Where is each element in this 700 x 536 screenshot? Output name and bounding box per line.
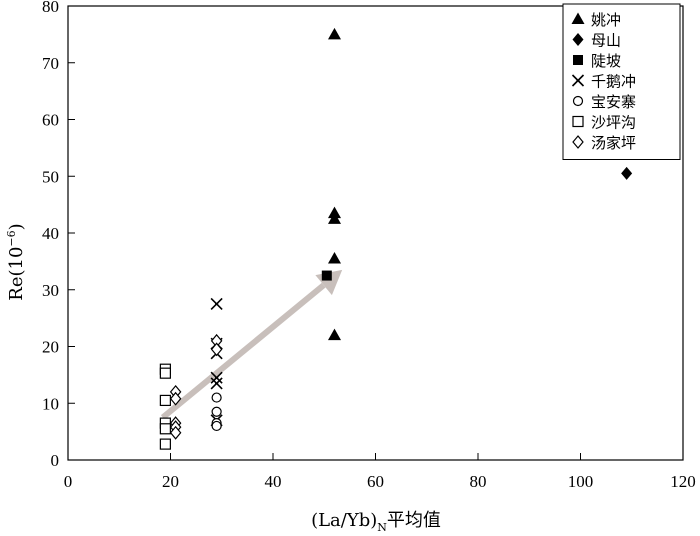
x-tick-label: 60 bbox=[367, 472, 384, 491]
data-point bbox=[169, 391, 182, 406]
legend-marker bbox=[572, 33, 584, 46]
data-point bbox=[211, 420, 222, 432]
x-tick-label: 20 bbox=[162, 472, 179, 491]
legend-label: 沙坪沟 bbox=[591, 114, 636, 132]
y-tick-label: 80 bbox=[42, 0, 59, 16]
legend-label: 千鹅冲 bbox=[591, 73, 636, 91]
legend-marker bbox=[572, 115, 584, 128]
legend-box bbox=[562, 3, 681, 160]
data-point bbox=[621, 166, 633, 180]
y-tick-label: 60 bbox=[42, 111, 59, 130]
y-tick-label: 0 bbox=[51, 451, 60, 470]
x-tick-label: 120 bbox=[670, 472, 696, 491]
data-point bbox=[210, 371, 223, 384]
legend-marker bbox=[572, 135, 584, 149]
data-point bbox=[211, 406, 222, 417]
y-tick-label: 30 bbox=[42, 281, 59, 300]
data-point bbox=[159, 423, 171, 435]
data-point bbox=[159, 367, 171, 379]
x-tick-label: 100 bbox=[568, 472, 594, 491]
y-tick-label: 50 bbox=[42, 167, 59, 186]
y-axis-title: Re(10−6) bbox=[5, 223, 27, 300]
legend-marker bbox=[571, 74, 585, 87]
data-point bbox=[328, 252, 341, 264]
x-axis-title: (La/Yb)N平均值 bbox=[311, 510, 441, 534]
legend-marker bbox=[573, 55, 583, 65]
legend-label: 汤家坪 bbox=[591, 134, 636, 152]
data-point bbox=[169, 425, 182, 440]
legend-label: 姚冲 bbox=[591, 11, 621, 29]
legend-label: 母山 bbox=[591, 32, 621, 50]
data-point bbox=[328, 328, 341, 341]
data-point bbox=[159, 394, 171, 407]
y-tick-label: 20 bbox=[42, 338, 59, 357]
legend-label: 陡坡 bbox=[591, 52, 621, 70]
y-tick-label: 10 bbox=[42, 394, 59, 413]
data-point bbox=[321, 270, 332, 281]
trend-arrow-layer bbox=[160, 269, 343, 420]
y-tick-label: 40 bbox=[42, 224, 59, 243]
y-tick-label: 70 bbox=[42, 54, 59, 73]
x-tick-label: 40 bbox=[265, 472, 282, 491]
x-tick-label: 0 bbox=[64, 472, 73, 491]
axis-ticks-layer: 0 20 40 60 80 100 120 0 10 20 30 40 50 60 70 80 bbox=[42, 0, 696, 491]
data-point bbox=[210, 342, 223, 357]
data-point bbox=[210, 297, 223, 311]
data-points-layer bbox=[159, 27, 633, 450]
data-point bbox=[328, 212, 341, 224]
x-tick-label: 80 bbox=[470, 472, 487, 491]
data-point bbox=[211, 392, 222, 403]
legend-marker bbox=[571, 12, 585, 24]
trend-arrow-shaft bbox=[160, 282, 326, 420]
data-point bbox=[328, 27, 341, 40]
data-point bbox=[210, 377, 223, 390]
data-point bbox=[159, 438, 171, 450]
legend-label: 宝安寨 bbox=[591, 93, 636, 111]
legend-marker bbox=[572, 95, 584, 107]
